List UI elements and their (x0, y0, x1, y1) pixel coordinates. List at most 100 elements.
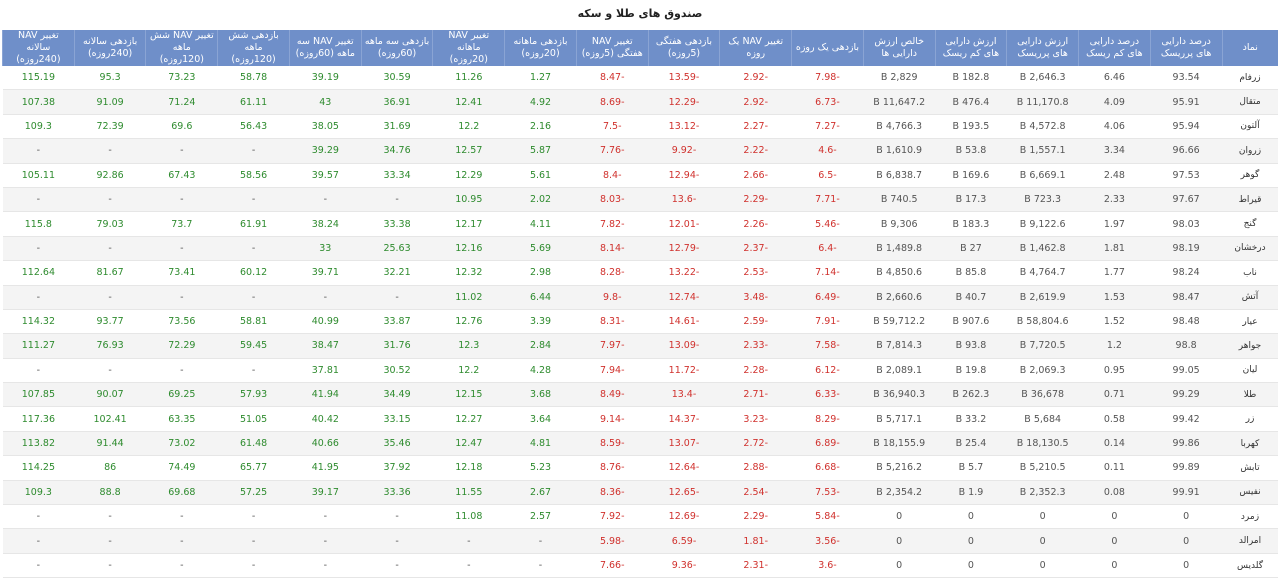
table-cell: -12.74 (648, 285, 720, 310)
table-cell: 907.6 B (935, 309, 1007, 335)
table-cell: -6.89 (791, 431, 864, 457)
table-cell: 1.53 (1078, 285, 1151, 310)
table-cell: 98.03 (1150, 211, 1222, 237)
table-row: کهربا 99.86 0.14 18,130.5 B 25.4 B 18,155.9 B… (2, 431, 1278, 457)
table-cell: - (74, 187, 146, 213)
table-cell: - (361, 285, 433, 310)
table-cell: 12.2 (432, 358, 505, 384)
page: صندوق های طلا و سکه نماد درصد دارایی های … (2, 7, 1278, 578)
table-cell: 113.82 (2, 431, 75, 457)
table-cell: - (217, 187, 290, 213)
table-cell: 41.95 (289, 455, 362, 481)
table-cell: 4.09 (1078, 89, 1151, 115)
table-cell: 58.78 (217, 66, 290, 91)
table-cell: 56.43 (217, 114, 290, 140)
table-cell: 12.47 (432, 431, 505, 457)
table-cell: 1,489.8 B (863, 236, 936, 262)
table-cell: 58.81 (217, 309, 290, 335)
table-row: ناب 98.24 1.77 4,764.7 B 85.8 B 4,850.6 B -7.1… (2, 260, 1278, 286)
table-cell: -8.28 (576, 260, 649, 286)
table-cell: 33.15 (361, 406, 433, 432)
table-cell: 73.7 (145, 211, 218, 237)
table-cell: -2.29 (719, 187, 792, 213)
table-cell: 193.5 B (935, 114, 1007, 140)
table-cell: -6.49 (791, 285, 864, 310)
table-cell: 0 (1150, 504, 1222, 530)
table-cell: -2.26 (719, 211, 792, 237)
table-cell: 95.3 (74, 66, 146, 91)
table-cell: -2.27 (719, 114, 792, 140)
table-cell: -2.29 (719, 504, 792, 530)
table-cell: -12.69 (648, 504, 720, 530)
table-cell: 111.27 (2, 333, 75, 359)
table-cell: 76.93 (74, 333, 146, 359)
table-cell: 35.46 (361, 431, 433, 457)
table-cell: 98.8 (1150, 333, 1222, 359)
column-header: تغییر NAV سالانه (240روزه) (2, 30, 75, 66)
table-cell: 93.8 B (935, 333, 1007, 359)
table-cell: 3.34 (1078, 138, 1151, 164)
table-cell: -9.92 (648, 138, 720, 164)
table-cell: 38.47 (289, 333, 362, 359)
table-cell: 1.9 B (935, 480, 1007, 506)
table-cell: 58.56 (217, 163, 290, 188)
table-cell: 98.47 (1150, 285, 1222, 310)
table-cell: 61.48 (217, 431, 290, 457)
table-cell: 7,720.5 B (1006, 333, 1079, 359)
table-row: زر 99.42 0.58 5,684 B 33.2 B 5,717.1 B -8.29 -3… (2, 406, 1278, 432)
table-cell: 9,122.6 B (1006, 211, 1079, 237)
table-cell: 33 (289, 236, 362, 262)
table-cell: 115.8 (2, 211, 75, 237)
table-cell: -13.4 (648, 382, 720, 408)
table-cell: 34.76 (361, 138, 433, 164)
table-cell: 2.16 (504, 114, 577, 140)
table-cell: - (289, 285, 362, 310)
table-cell: 4,572.8 B (1006, 114, 1079, 140)
fund-symbol: آلتون (1222, 114, 1278, 140)
table-cell: 36.91 (361, 89, 433, 115)
table-row: زروان 96.66 3.34 1,557.1 B 53.8 B 1,610.9 B -4… (2, 138, 1278, 164)
table-row: امرالد 0 0 0 0 0 -3.56 -1.81 -6.59 -5.98- - - - - - - - (2, 528, 1278, 554)
table-row: گوهر 97.53 2.48 6,669.1 B 169.6 B 6,838.7 B -6… (2, 163, 1278, 188)
table-cell: 73.56 (145, 309, 218, 335)
table-cell: 0.11 (1078, 455, 1151, 481)
table-cell: -13.22 (648, 260, 720, 286)
table-cell: 11,170.8 B (1006, 89, 1079, 115)
table-cell: 2.48 (1078, 163, 1151, 188)
table-cell: 2,354.2 B (863, 480, 936, 506)
table-cell: 33.38 (361, 211, 433, 237)
table-cell: 93.54 (1150, 66, 1222, 91)
table-cell: -3.56 (791, 528, 864, 554)
table-cell: 31.69 (361, 114, 433, 140)
table-cell: 114.32 (2, 309, 75, 335)
table-cell: -12.01 (648, 211, 720, 237)
table-cell: -7.27 (791, 114, 864, 140)
table-cell: 73.41 (145, 260, 218, 286)
column-header: بازدهی شش ماهه (120روزه) (217, 30, 290, 66)
table-cell: 91.09 (74, 89, 146, 115)
table-cell: -3.23 (719, 406, 792, 432)
table-cell: -9.14 (576, 406, 649, 432)
table-cell: 18,155.9 B (863, 431, 936, 457)
table-cell: 38.05 (289, 114, 362, 140)
table-cell: 93.77 (74, 309, 146, 335)
table-cell: - (145, 285, 218, 310)
table-row: عیار 98.48 1.52 58,804.6 B 907.6 B 59,712.2 B… (2, 309, 1278, 335)
table-cell: 0 (1150, 528, 1222, 554)
table-cell: 61.11 (217, 89, 290, 115)
table-cell: - (361, 528, 433, 554)
table-cell: 33.34 (361, 163, 433, 188)
table-cell: 99.91 (1150, 480, 1222, 506)
table-cell: 11.02 (432, 285, 505, 310)
table-cell: -2.72 (719, 431, 792, 457)
table-cell: 6,838.7 B (863, 163, 936, 188)
table-cell: -7.53 (791, 480, 864, 506)
table-cell: 53.8 B (935, 138, 1007, 164)
table-cell: - (504, 528, 577, 554)
column-header: ارزش دارایی های پرریسک (1006, 30, 1079, 66)
fund-symbol: گنج (1222, 211, 1278, 237)
table-cell: 2,619.9 B (1006, 285, 1079, 310)
table-cell: -8.59 (576, 431, 649, 457)
table-cell: 37.92 (361, 455, 433, 481)
table-cell: 262.3 B (935, 382, 1007, 408)
